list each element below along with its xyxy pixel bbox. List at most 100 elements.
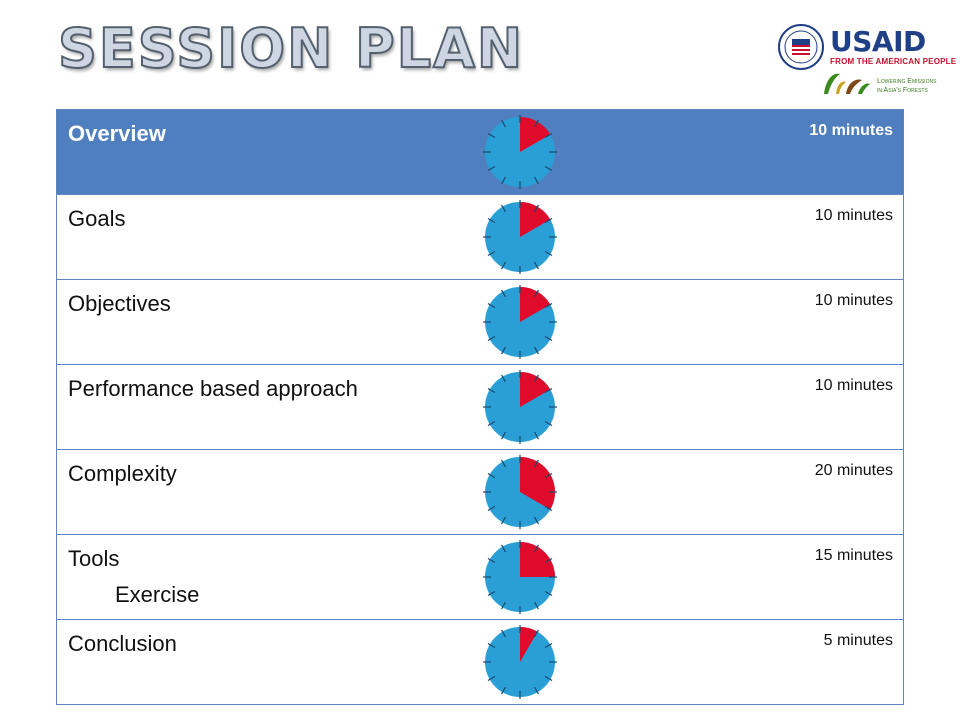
clock-tick bbox=[533, 261, 540, 270]
clock-tick bbox=[487, 132, 496, 139]
clock-tick bbox=[533, 374, 540, 383]
topic-label: Conclusion bbox=[68, 631, 177, 656]
clock-tick bbox=[487, 420, 496, 427]
elapsed-time-slice bbox=[520, 457, 555, 510]
clock-tick bbox=[533, 176, 540, 185]
session-table: Overview 10 minutes Goals 10 minutes Objecti… bbox=[56, 109, 904, 705]
duration-label: 10 minutes bbox=[814, 207, 893, 224]
clock-tick bbox=[533, 289, 540, 298]
page-title: SESSION PLAN bbox=[57, 17, 525, 80]
topic-label: Overview bbox=[68, 121, 166, 146]
clock-tick bbox=[500, 346, 507, 355]
usaid-tagline: FROM THE AMERICAN PEOPLE bbox=[830, 57, 957, 66]
clock-tick bbox=[533, 601, 540, 610]
clock-tick bbox=[544, 165, 553, 172]
clock-tick bbox=[533, 459, 540, 468]
table-row: Performance based approach 10 minutes bbox=[57, 364, 903, 449]
table-row: Tools Exercise 15 minutes bbox=[57, 534, 903, 619]
clock-tick bbox=[500, 289, 507, 298]
clock-tick bbox=[544, 335, 553, 342]
clock-tick bbox=[533, 544, 540, 553]
clock-icon bbox=[483, 285, 557, 359]
clock-tick bbox=[487, 590, 496, 597]
clock-tick bbox=[500, 686, 507, 695]
clock-tick bbox=[487, 217, 496, 224]
clock-icon bbox=[483, 625, 557, 699]
topic-label: Tools bbox=[68, 546, 120, 571]
clock-tick bbox=[500, 459, 507, 468]
clock-tick bbox=[487, 642, 496, 649]
clock-tick bbox=[487, 472, 496, 479]
clock-tick bbox=[544, 642, 553, 649]
elapsed-time-slice bbox=[520, 287, 551, 322]
elapsed-time-slice bbox=[520, 627, 538, 662]
clock-tick bbox=[487, 165, 496, 172]
duration-label: 20 minutes bbox=[814, 462, 893, 479]
elapsed-time-slice bbox=[520, 117, 551, 152]
clock-tick bbox=[500, 204, 507, 213]
clock-tick bbox=[533, 629, 540, 638]
clock-tick bbox=[487, 302, 496, 309]
clock-tick bbox=[500, 629, 507, 638]
duration-label: 10 minutes bbox=[814, 377, 893, 394]
clock-tick bbox=[544, 132, 553, 139]
clock-icon bbox=[483, 115, 557, 189]
clock-icon bbox=[483, 540, 557, 614]
duration-label: 10 minutes bbox=[809, 122, 893, 139]
clock-tick bbox=[544, 420, 553, 427]
leaf-tagline: Lowering Emissions in Asia's Forests bbox=[877, 77, 936, 95]
clock-tick bbox=[544, 557, 553, 564]
duration-label: 15 minutes bbox=[814, 547, 893, 564]
elapsed-time-slice bbox=[520, 542, 555, 577]
table-row: Conclusion 5 minutes bbox=[57, 619, 903, 704]
clock-tick bbox=[500, 601, 507, 610]
table-header-row: Overview 10 minutes bbox=[57, 110, 903, 194]
clock-tick bbox=[500, 544, 507, 553]
clock-tick bbox=[544, 250, 553, 257]
usaid-logo-text: USAID bbox=[830, 25, 926, 58]
clock-tick bbox=[500, 261, 507, 270]
clock-tick bbox=[500, 176, 507, 185]
logo-area: USAID FROM THE AMERICAN PEOPLE Lowering … bbox=[778, 24, 956, 102]
clock-tick bbox=[500, 516, 507, 525]
clock-tick bbox=[533, 686, 540, 695]
duration-label: 5 minutes bbox=[823, 632, 893, 649]
topic-label: Complexity bbox=[68, 461, 177, 486]
clock-tick bbox=[544, 217, 553, 224]
clock-tick bbox=[544, 302, 553, 309]
clock-tick bbox=[544, 590, 553, 597]
clock-tick bbox=[544, 675, 553, 682]
clock-tick bbox=[544, 472, 553, 479]
leaf-logo-icon bbox=[824, 73, 870, 94]
clock-tick bbox=[487, 335, 496, 342]
usaid-seal-icon bbox=[778, 24, 824, 70]
topic-label: Objectives bbox=[68, 291, 171, 316]
clock-tick bbox=[487, 557, 496, 564]
clock-tick bbox=[500, 374, 507, 383]
clock-tick bbox=[487, 505, 496, 512]
clock-tick bbox=[533, 204, 540, 213]
duration-label: 10 minutes bbox=[814, 292, 893, 309]
clock-tick bbox=[500, 119, 507, 128]
clock-icon bbox=[483, 200, 557, 274]
clock-tick bbox=[487, 675, 496, 682]
clock-tick bbox=[533, 346, 540, 355]
leaf-tagline-line1: Lowering Emissions bbox=[877, 78, 937, 85]
topic-sublabel: Exercise bbox=[115, 582, 200, 607]
clock-icon bbox=[483, 455, 557, 529]
clock-tick bbox=[500, 431, 507, 440]
table-row: Complexity 20 minutes bbox=[57, 449, 903, 534]
clock-icon bbox=[483, 370, 557, 444]
table-row: Goals 10 minutes bbox=[57, 194, 903, 279]
table-row: Objectives 10 minutes bbox=[57, 279, 903, 364]
leaf-tagline-line2: in Asia's Forests bbox=[877, 87, 928, 94]
clock-tick bbox=[544, 505, 553, 512]
clock-tick bbox=[533, 119, 540, 128]
clock-tick bbox=[487, 250, 496, 257]
elapsed-time-slice bbox=[520, 372, 551, 407]
clock-tick bbox=[533, 516, 540, 525]
clock-tick bbox=[544, 387, 553, 394]
elapsed-time-slice bbox=[520, 202, 551, 237]
clock-tick bbox=[487, 387, 496, 394]
clock-tick bbox=[533, 431, 540, 440]
